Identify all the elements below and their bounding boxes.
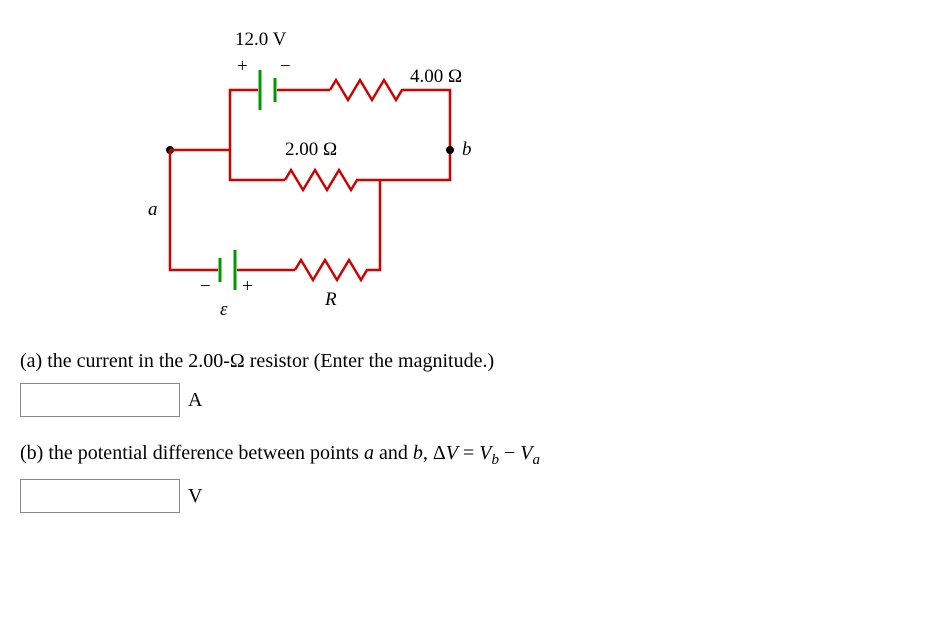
question-a-text: (a) the current in the 2.00-Ω resistor (… [20,350,914,373]
q-b-subb: b [491,452,499,468]
q-b-delta: , Δ [423,442,446,464]
q-b-Vb: V [479,442,491,464]
battery2-plus: + [242,276,253,297]
battery1-minus: − [280,56,291,77]
q-b-a: a [364,442,374,464]
circuit-diagram: 12.0 V + − 4.00 Ω 2.00 Ω a b − + ε R [120,20,520,320]
question-b-text: (b) the potential difference between poi… [20,442,914,469]
answer-a-row: A [20,383,914,417]
answer-a-unit: A [188,389,202,412]
resistor-R-label: R [324,289,337,310]
q-b-and: and [374,442,413,464]
answer-b-unit: V [188,485,202,508]
resistor-4-label: 4.00 Ω [410,66,462,87]
resistor-2-label: 2.00 Ω [285,139,337,160]
answer-a-input[interactable] [20,383,180,417]
battery1-voltage-label: 12.0 V [235,29,287,50]
q-b-V: V [446,442,458,464]
node-b-label: b [462,139,472,160]
node-a-label: a [148,199,158,220]
q-b-minus: − [499,442,520,464]
q-b-prefix: (b) the potential difference between poi… [20,442,364,464]
q-b-suba: a [532,452,540,468]
battery2-emf-label: ε [220,299,228,320]
battery2-minus: − [200,276,211,297]
q-b-b: b [413,442,423,464]
q-b-Va: V [520,442,532,464]
battery1-plus: + [237,56,248,77]
answer-b-input[interactable] [20,479,180,513]
answer-b-row: V [20,479,914,513]
q-b-eq: = [458,442,479,464]
